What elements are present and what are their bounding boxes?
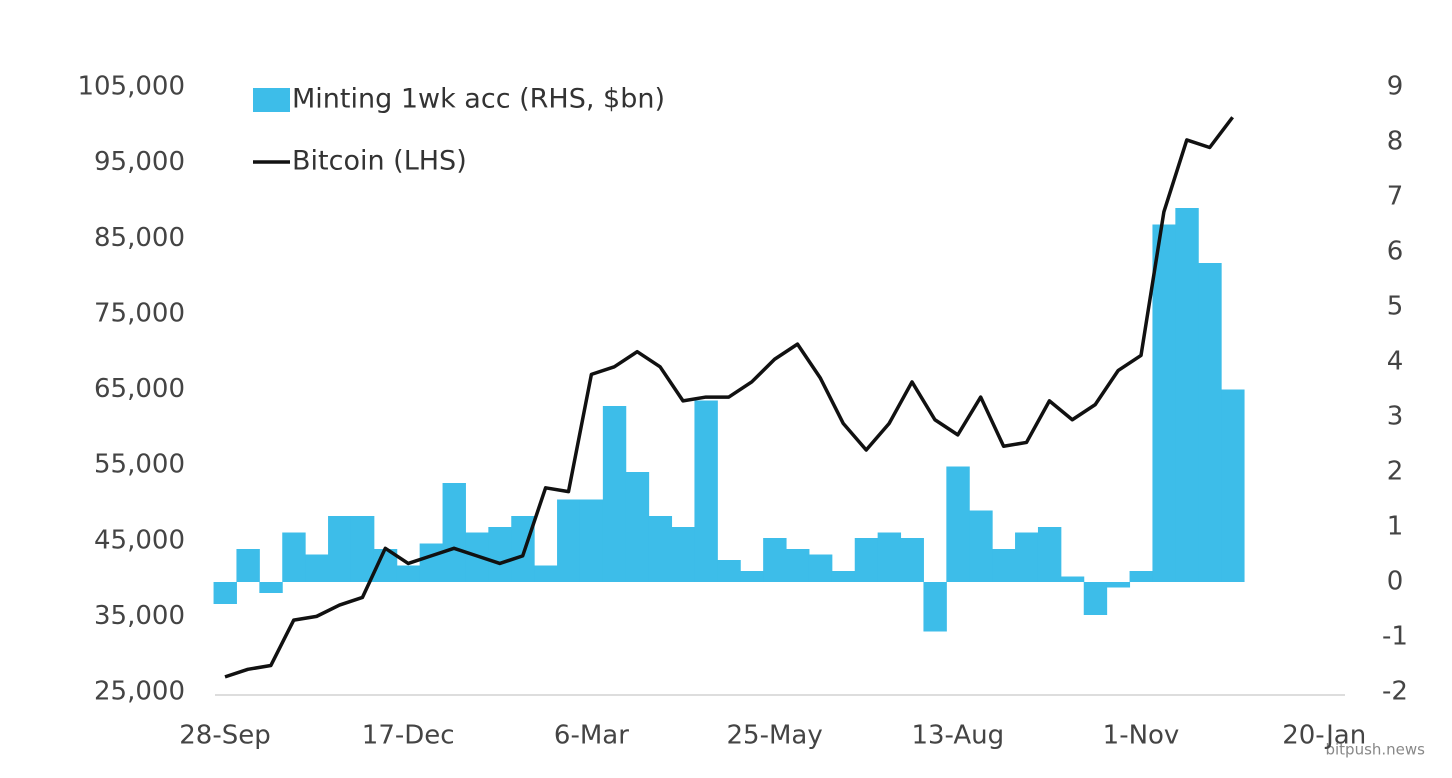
bar [1221,389,1245,582]
y2-tick-label: 3 [1387,402,1404,432]
y-tick-label: 55,000 [94,450,185,480]
bar [877,532,902,582]
bar [831,571,856,582]
bar [282,532,306,582]
bar [1083,582,1108,615]
y-tick-label: 105,000 [77,72,185,102]
bar [557,499,581,582]
legend-label: Minting 1wk acc (RHS, $bn) [292,84,665,115]
y-tick-label: 35,000 [94,601,185,631]
y-tick-label: 85,000 [94,223,185,253]
x-tick-label: 20-Jan [1282,721,1366,751]
bar [1129,571,1153,582]
y2-tick-label: -1 [1382,622,1408,652]
y2-tick-label: 6 [1387,237,1404,267]
bar [648,516,673,582]
y-tick-label: 25,000 [94,677,185,707]
bar [1037,527,1062,582]
y2-tick-label: -2 [1382,677,1408,707]
bar [1106,582,1131,588]
watermark: bitpush.news [1325,741,1425,759]
y2-tick-label: 2 [1387,457,1404,487]
bar [236,549,260,582]
bar [305,554,329,582]
y2-tick-label: 7 [1387,182,1404,212]
x-tick-label: 1-Nov [1103,721,1180,751]
y2-tick-label: 8 [1387,127,1404,157]
bar [992,549,1016,582]
bar [854,538,879,582]
bar [1152,224,1176,582]
bar [602,406,627,582]
bar [396,565,421,582]
legend-label: Bitcoin (LHS) [292,146,467,177]
y2-tick-label: 0 [1387,567,1404,597]
bar [259,582,283,593]
bar [213,582,237,604]
bar [694,400,718,582]
y2-tick-label: 4 [1387,347,1404,377]
bar [442,483,466,582]
bar [717,560,741,582]
bar [328,516,352,582]
y2-tick-label: 5 [1387,292,1404,322]
x-tick-label: 28-Sep [179,721,270,751]
bar [763,538,787,582]
y-tick-label: 95,000 [94,147,185,177]
y2-tick-label: 1 [1387,512,1404,542]
line [224,116,1234,679]
y2-tick-label: 9 [1387,72,1404,102]
bar [625,472,650,582]
legend-swatch [253,88,290,112]
bar [419,543,444,582]
bar [488,527,512,582]
bar [969,510,993,582]
bar [786,549,810,582]
bar [1060,576,1085,582]
bar [671,527,695,582]
y-tick-label: 65,000 [94,374,185,404]
bar [350,516,375,582]
bar [1198,263,1222,582]
bar [1015,532,1039,582]
bar [534,565,558,582]
y-tick-label: 45,000 [94,525,185,555]
bar [900,538,924,582]
bar [1175,208,1199,582]
bar [923,582,947,632]
x-tick-label: 25-May [726,721,822,751]
bar [740,571,764,582]
x-tick-label: 13-Aug [911,721,1004,751]
y-tick-label: 75,000 [94,298,185,328]
x-tick-label: 17-Dec [362,721,455,751]
bar [808,554,833,582]
x-tick-label: 6-Mar [554,721,629,751]
bar [946,466,970,582]
bar [579,499,604,582]
